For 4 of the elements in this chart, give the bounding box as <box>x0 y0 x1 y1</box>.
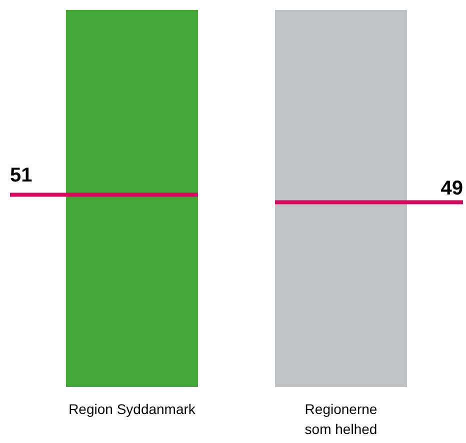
x-tick-label: Region Syddanmark <box>68 401 196 417</box>
ref-line-label: 49 <box>440 177 463 200</box>
ref-line-label: 51 <box>10 164 32 187</box>
x-tick-label: Regionerne som helhed <box>304 401 378 437</box>
